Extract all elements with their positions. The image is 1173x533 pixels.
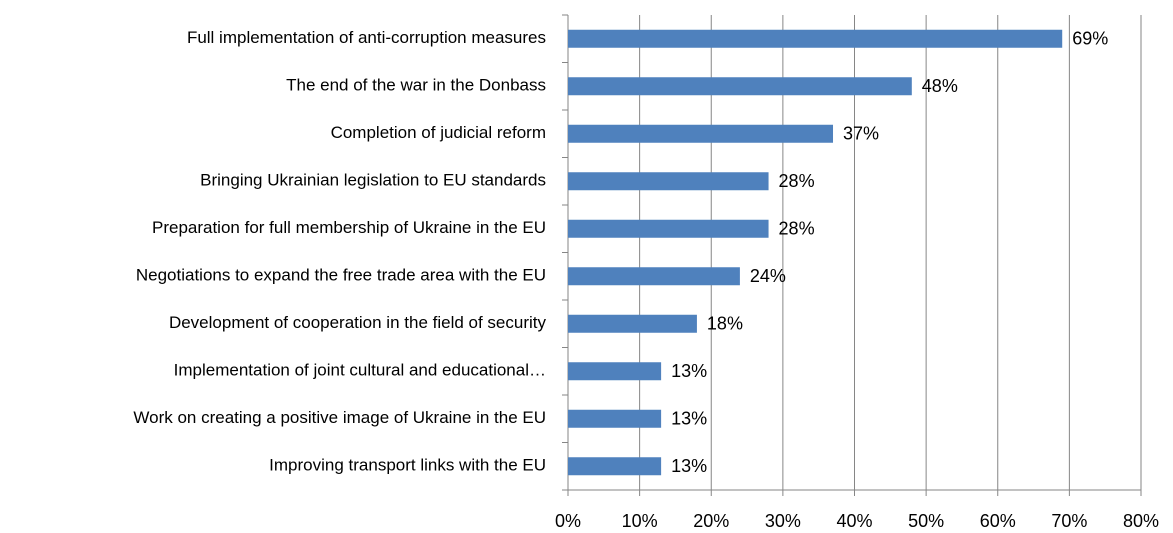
bar [568, 172, 769, 191]
x-tick-label: 20% [693, 511, 729, 531]
y-tick-label: Preparation for full membership of Ukrai… [152, 218, 546, 237]
x-tick-label: 50% [908, 511, 944, 531]
data-label: 13% [671, 456, 707, 476]
y-tick-label: Full implementation of anti-corruption m… [187, 28, 546, 47]
y-tick-label: Negotiations to expand the free trade ar… [136, 266, 546, 285]
bar [568, 29, 1063, 48]
x-tick-label: 0% [555, 511, 581, 531]
y-tick-label: Completion of judicial reform [331, 123, 546, 142]
bar [568, 77, 912, 96]
bar [568, 267, 740, 286]
data-label: 28% [779, 171, 815, 191]
data-label: 28% [779, 219, 815, 239]
data-label: 48% [922, 76, 958, 96]
bar [568, 362, 662, 381]
y-tick-label: Development of cooperation in the field … [169, 313, 547, 332]
x-tick-label: 40% [836, 511, 872, 531]
data-label: 37% [843, 124, 879, 144]
data-label: 69% [1072, 29, 1108, 49]
y-tick-label: The end of the war in the Donbass [286, 76, 546, 95]
x-tick-label: 80% [1123, 511, 1159, 531]
bar [568, 409, 662, 428]
bar [568, 314, 697, 333]
x-tick-label: 10% [622, 511, 658, 531]
x-tick-label: 70% [1051, 511, 1087, 531]
bar [568, 124, 834, 143]
x-tick-label: 30% [765, 511, 801, 531]
bar [568, 457, 662, 476]
y-tick-label: Bringing Ukrainian legislation to EU sta… [200, 171, 546, 190]
y-tick-label: Work on creating a positive image of Ukr… [133, 408, 546, 427]
data-label: 18% [707, 314, 743, 334]
bar [568, 219, 769, 238]
data-label: 24% [750, 266, 786, 286]
x-tick-label: 60% [980, 511, 1016, 531]
data-label: 13% [671, 361, 707, 381]
y-tick-label: Improving transport links with the EU [269, 456, 546, 475]
y-tick-label: Implementation of joint cultural and edu… [174, 361, 546, 380]
data-label: 13% [671, 409, 707, 429]
